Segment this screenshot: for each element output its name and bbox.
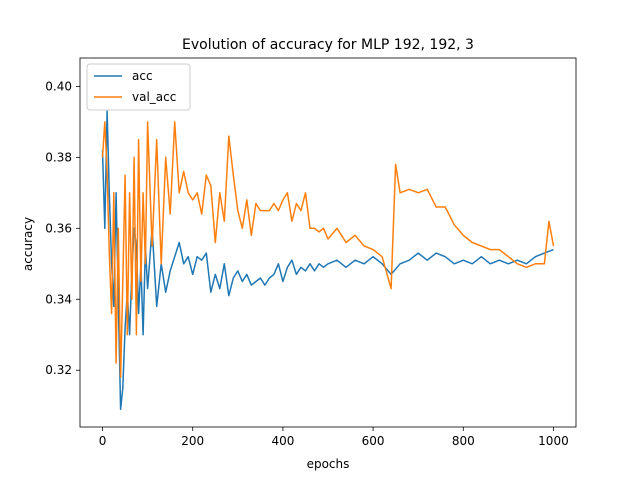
x-tick-label: 0: [99, 434, 107, 448]
x-axis-label: epochs: [307, 457, 350, 471]
x-tick-label: 1000: [538, 434, 569, 448]
x-tick-label: 600: [362, 434, 385, 448]
y-axis-label: accuracy: [21, 217, 35, 271]
y-tick-label: 0.36: [45, 221, 72, 235]
y-tick-label: 0.34: [45, 292, 72, 306]
x-tick-label: 200: [181, 434, 204, 448]
legend: acc val_acc: [86, 63, 191, 111]
legend-label-val-acc: val_acc: [132, 90, 176, 104]
x-tick-label: 800: [452, 434, 475, 448]
series-line-val-acc: [101, 121, 555, 379]
chart-title: Evolution of accuracy for MLP 192, 192, …: [182, 37, 474, 53]
x-tick-label: 400: [271, 434, 294, 448]
axes-frame: [79, 57, 577, 428]
y-axis: 0.32 0.34 0.36 0.38 0.40: [45, 79, 80, 377]
x-axis: 0 200 400 600 800 1000: [99, 427, 569, 448]
y-tick-label: 0.40: [45, 79, 72, 93]
y-tick-label: 0.38: [45, 150, 72, 164]
y-tick-label: 0.32: [45, 363, 72, 377]
series-line-acc: [101, 110, 554, 411]
legend-label-acc: acc: [132, 69, 153, 83]
plot-area: [79, 57, 577, 428]
